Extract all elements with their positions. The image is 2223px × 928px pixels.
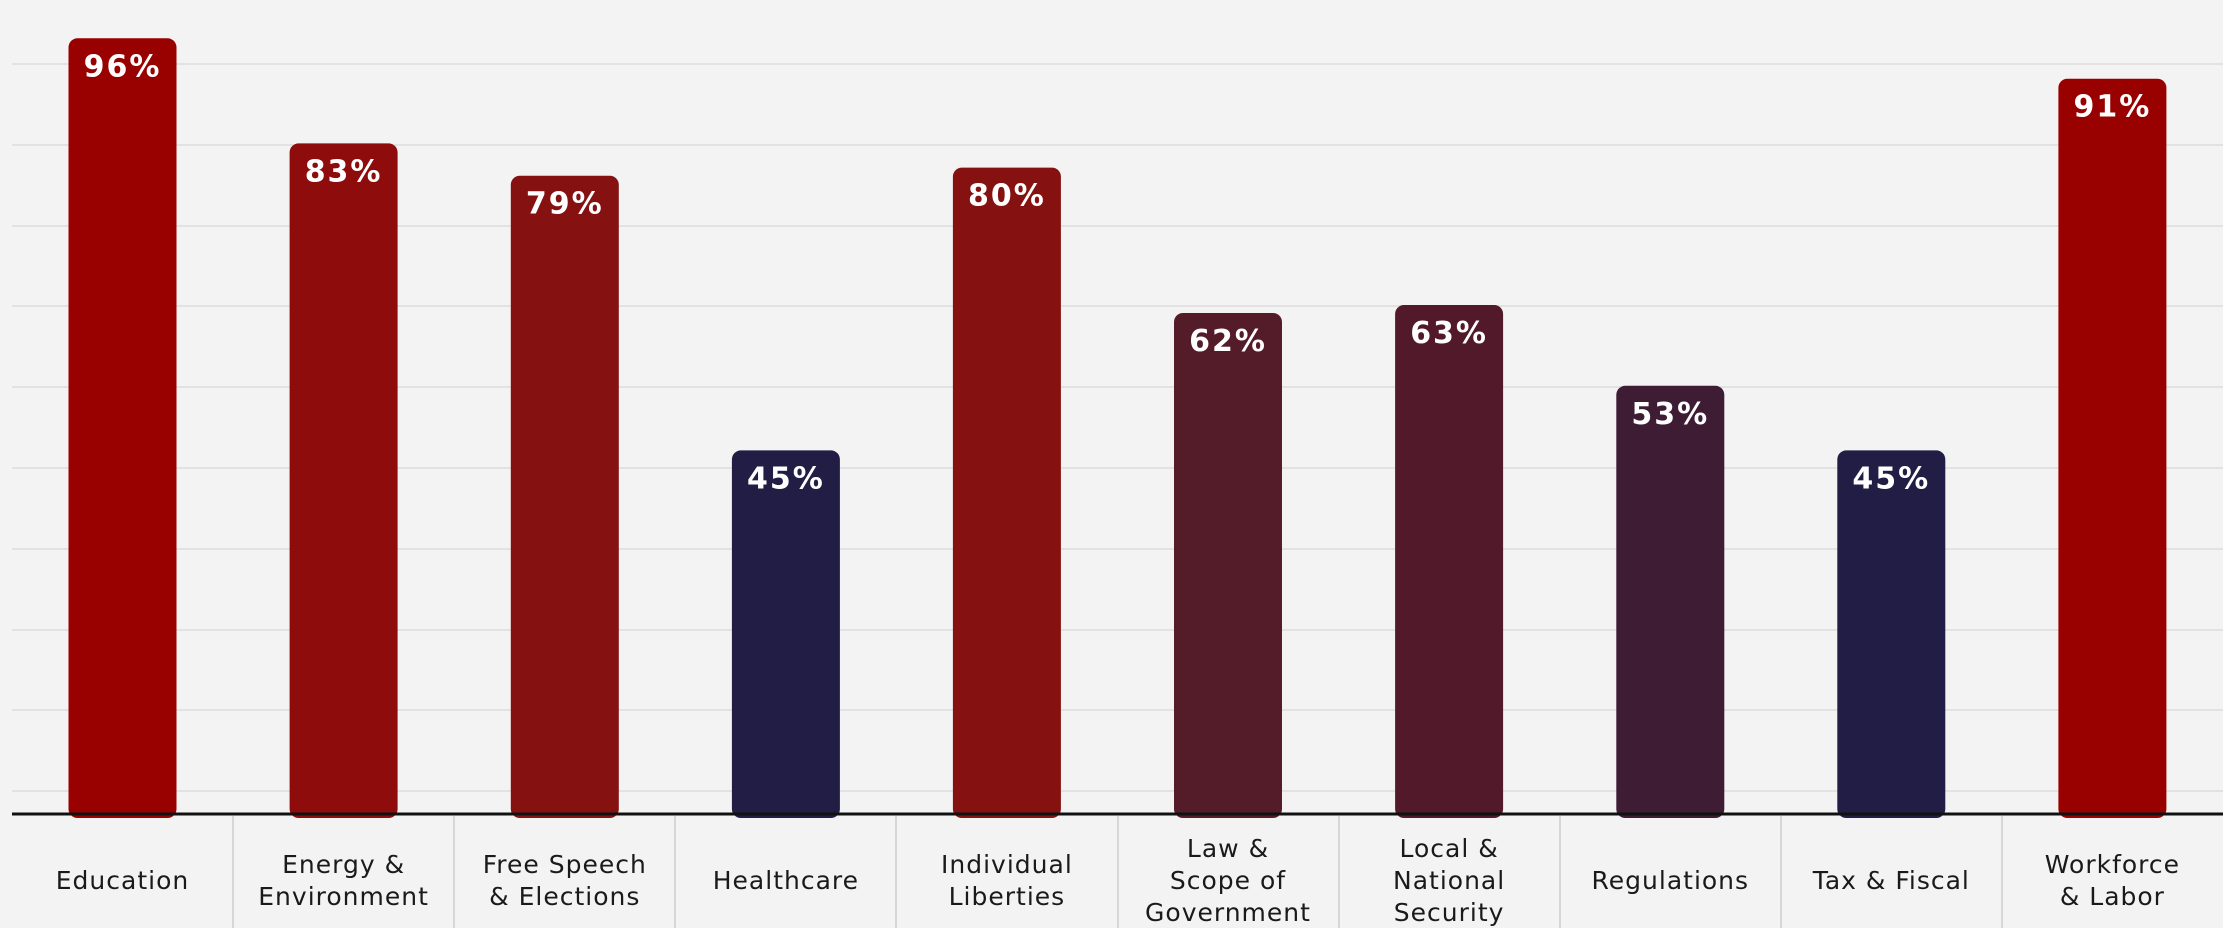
- category-label-line: Healthcare: [713, 866, 859, 895]
- bar: [68, 38, 177, 819]
- bar: [1616, 385, 1725, 818]
- bar-value-label: 96%: [84, 49, 162, 84]
- bar-value-label: 91%: [2073, 90, 2151, 125]
- value-labels: 96% 83% 79% 45% 80% 62% 63% 53% 45% 91%: [84, 49, 2151, 496]
- bar-value-label: 45%: [1852, 461, 1930, 496]
- category-label: Tax & Fiscal: [1812, 866, 1970, 895]
- bar: [952, 167, 1061, 819]
- category-label: Regulations: [1592, 866, 1750, 895]
- category-label-line: Tax & Fiscal: [1812, 866, 1970, 895]
- bar: [2058, 78, 2167, 818]
- category-label-line: Government: [1145, 898, 1311, 927]
- category-labels: Education Energy & Environment Free Speech &…: [56, 834, 2180, 927]
- bars: [68, 38, 2167, 819]
- category-label-line: National: [1393, 866, 1505, 895]
- category-label: Free Speech & Elections: [483, 850, 647, 911]
- category-label: Law & Scope of Government: [1145, 834, 1311, 927]
- bar-value-label: 45%: [747, 461, 825, 496]
- bar-value-label: 53%: [1631, 397, 1709, 432]
- category-label: Energy & Environment: [258, 850, 429, 911]
- category-separators: [232, 816, 2003, 928]
- category-label: Education: [56, 866, 189, 895]
- category-label-line: Workforce: [2045, 850, 2180, 879]
- bar: [1174, 313, 1282, 818]
- bar: [1395, 305, 1504, 818]
- category-label-line: Scope of: [1170, 866, 1286, 895]
- bar: [289, 143, 398, 818]
- category-label-line: Law &: [1187, 834, 1269, 863]
- category-label-line: Individual: [941, 850, 1073, 879]
- category-label-line: & Labor: [2060, 882, 2165, 911]
- category-label: Local & National Security: [1393, 834, 1505, 927]
- category-label-line: Energy &: [282, 850, 405, 879]
- category-label: Healthcare: [713, 866, 859, 895]
- category-label-line: Education: [56, 866, 189, 895]
- category-label-line: Local &: [1399, 834, 1498, 863]
- bar: [1837, 450, 1946, 818]
- bar-value-label: 79%: [526, 187, 604, 222]
- bar: [510, 175, 619, 818]
- category-label-line: Environment: [258, 882, 429, 911]
- category-label-line: Security: [1394, 898, 1505, 927]
- bar-value-label: 63%: [1410, 316, 1488, 351]
- category-label: Individual Liberties: [941, 850, 1073, 911]
- category-label-line: Liberties: [949, 882, 1066, 911]
- bar-value-label: 83%: [305, 154, 383, 189]
- category-label-line: & Elections: [489, 882, 640, 911]
- category-label-line: Free Speech: [483, 850, 647, 879]
- bar-value-label: 62%: [1189, 324, 1267, 359]
- bar-value-label: 80%: [968, 179, 1046, 214]
- bar: [731, 450, 840, 818]
- category-label-line: Regulations: [1592, 866, 1750, 895]
- category-label: Workforce & Labor: [2045, 850, 2180, 911]
